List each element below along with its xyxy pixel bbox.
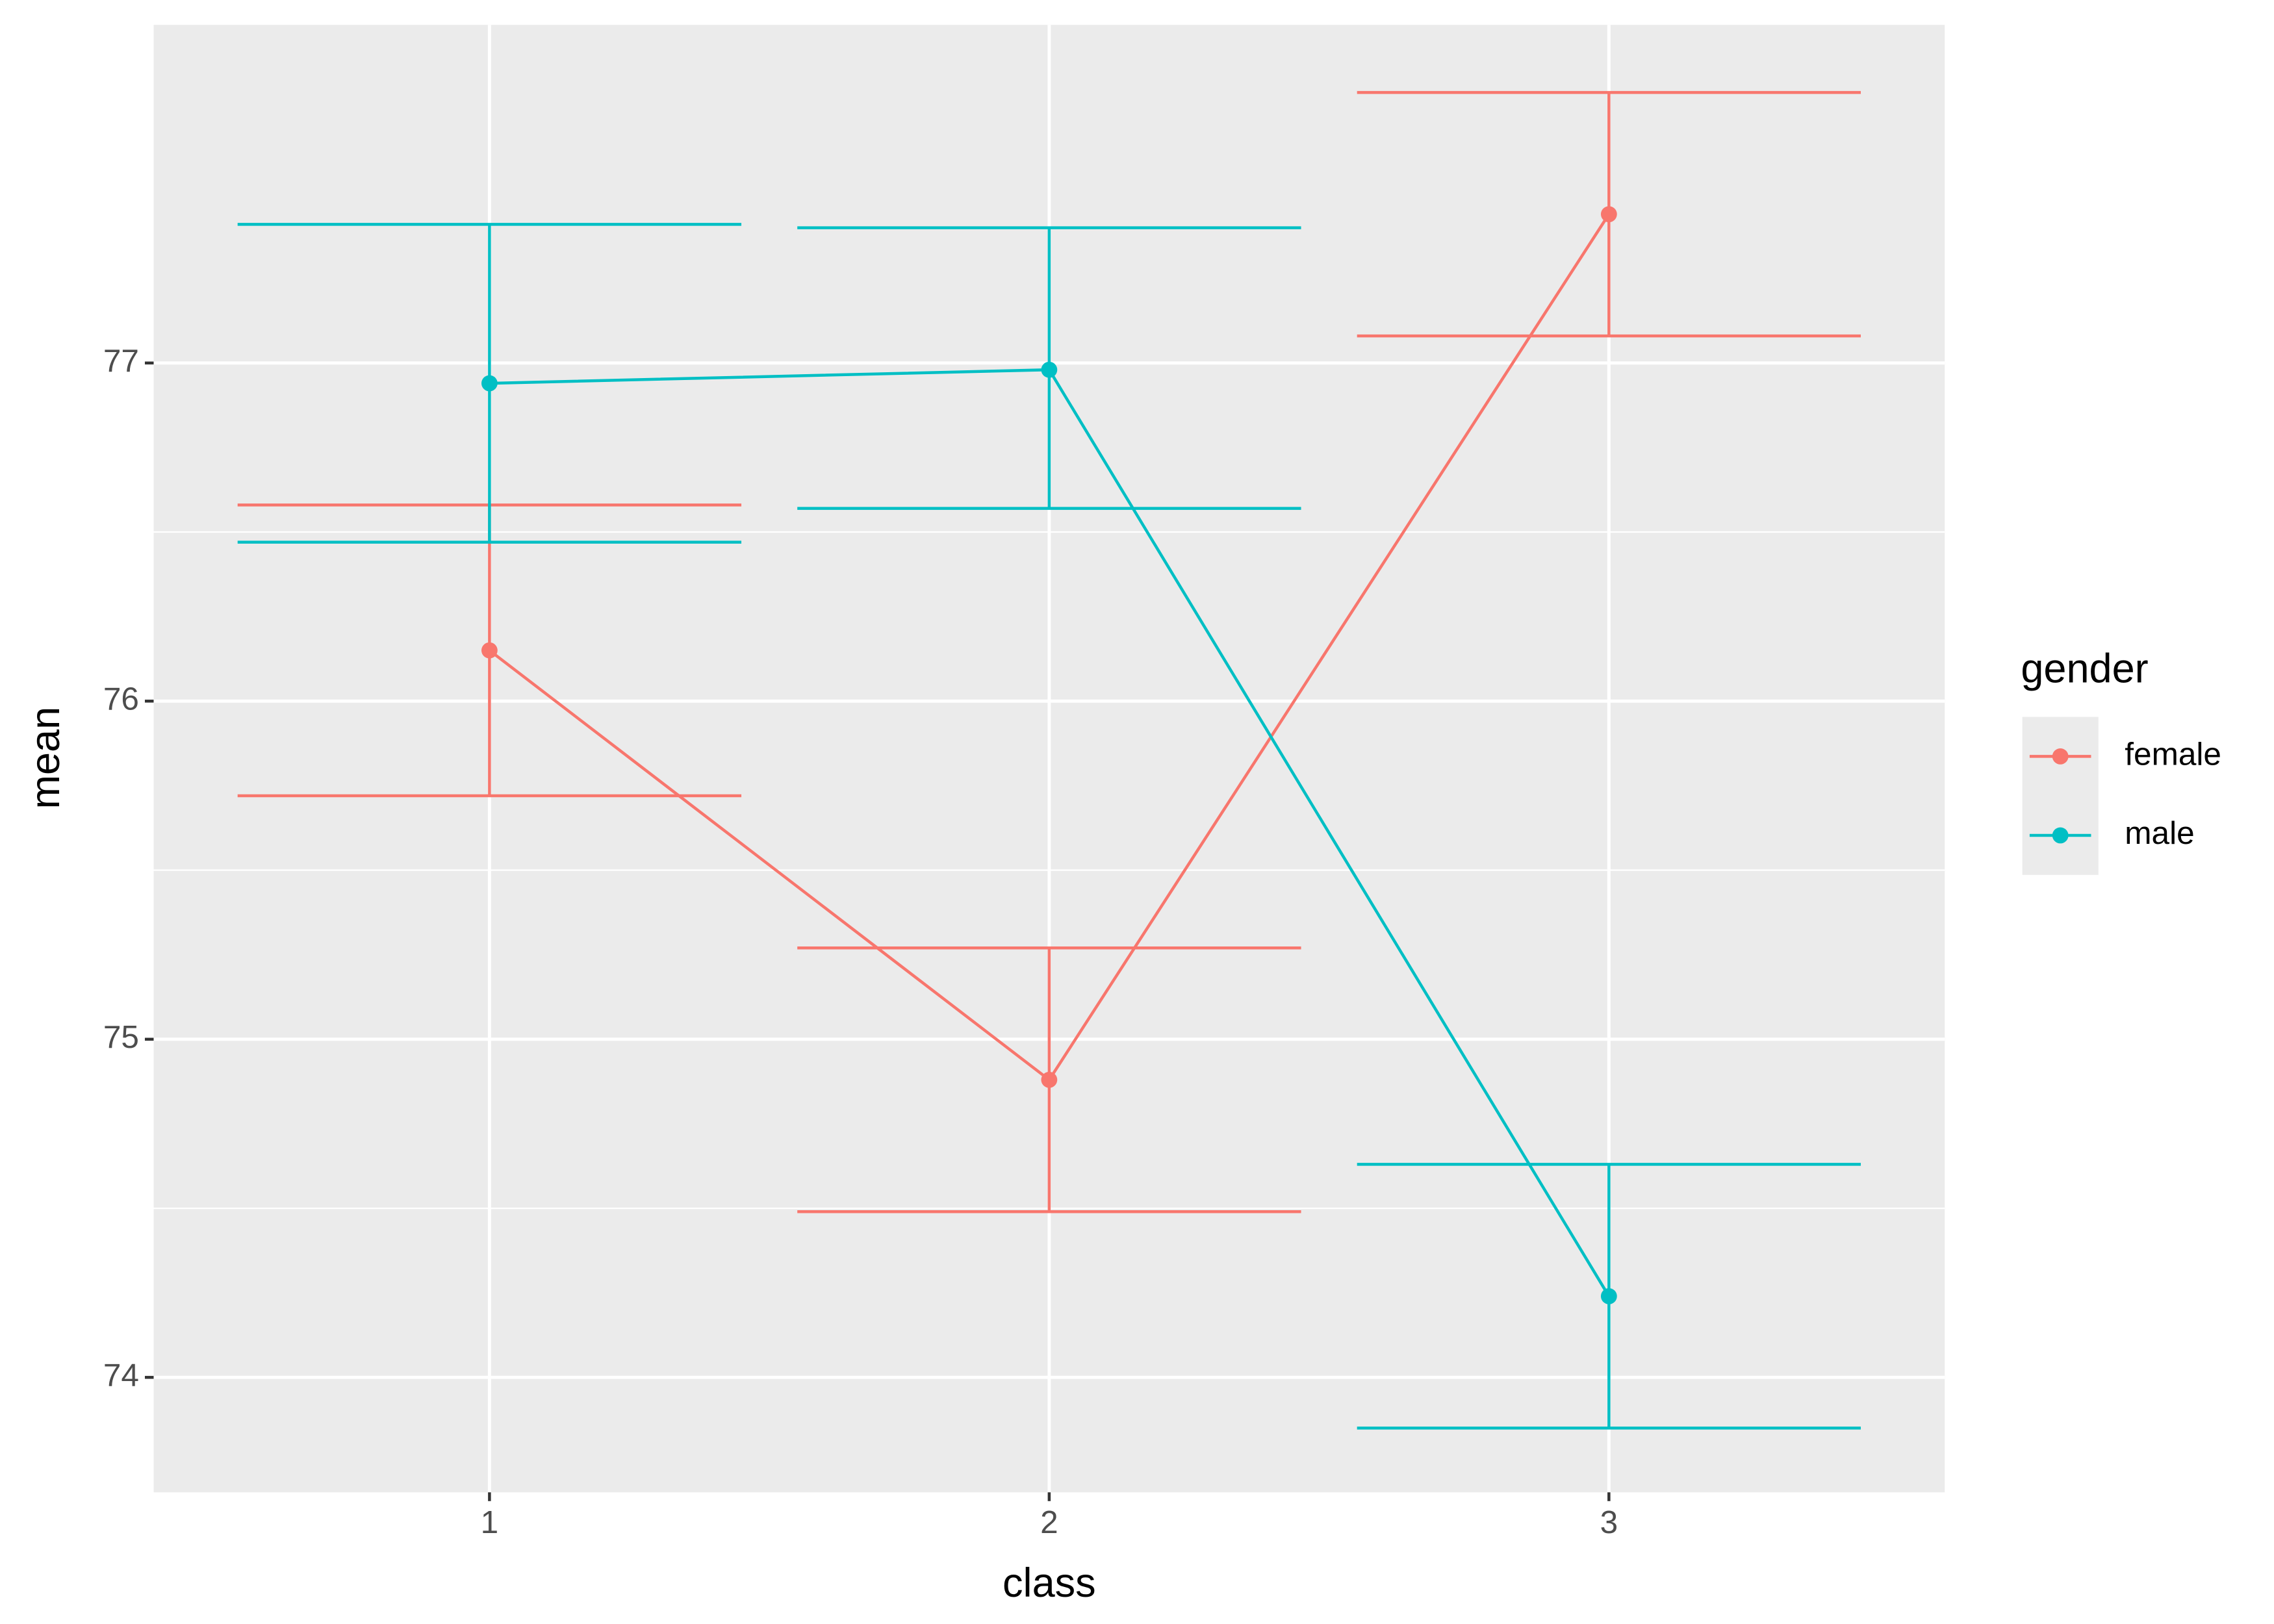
x-axis-title: class [1003,1560,1096,1606]
y-tick-label: 75 [103,1019,139,1055]
y-tick-label: 76 [103,681,139,717]
x-tick-label: 2 [1040,1504,1058,1540]
point [481,375,498,392]
legend-key-point [2052,827,2069,844]
legend-title: gender [2021,646,2148,691]
point [481,642,498,659]
x-tick-label: 1 [481,1504,499,1540]
y-tick-label: 77 [103,343,139,379]
legend-label: male [2125,815,2194,851]
y-tick-label: 74 [103,1357,139,1393]
point [1041,361,1058,378]
y-axis-title: mean [23,707,68,809]
legend-label: female [2125,737,2221,772]
point [1600,206,1617,223]
marks [237,91,1861,1430]
point [1600,1288,1617,1304]
x-tick-label: 3 [1600,1504,1618,1540]
legend-background [2022,717,2099,875]
point [1041,1071,1058,1088]
legend-key-point [2052,748,2069,765]
